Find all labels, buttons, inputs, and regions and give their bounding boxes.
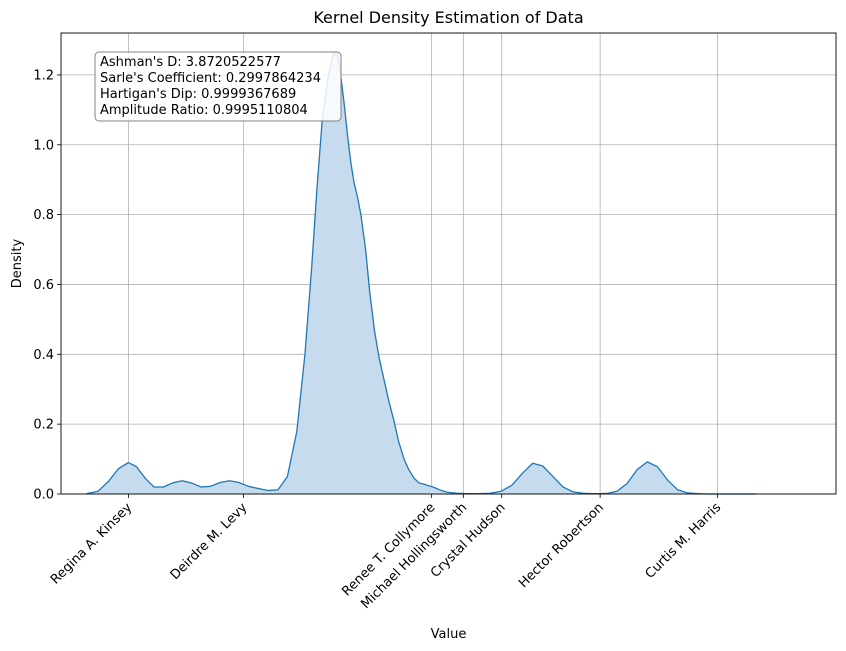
plot-frame (60, 32, 837, 495)
chart-title: Kernel Density Estimation of Data (313, 8, 583, 27)
y-tick-label: 0.0 (33, 488, 54, 503)
x-axis-label: Value (431, 627, 467, 642)
stats-line: Amplitude Ratio: 0.9995110804 (100, 103, 308, 118)
x-axis-ticks: Regina A. Kinsey Deirdre M. Levy Renee T. … (48, 494, 724, 612)
y-tick-label: 1.0 (33, 138, 54, 153)
x-tick-label: Deirdre M. Levy (168, 500, 251, 583)
stats-line: Ashman's D: 3.8720522577 (100, 55, 281, 70)
y-axis-ticks: 0.0 0.2 0.4 0.6 0.8 1.0 1.2 (33, 68, 61, 503)
stats-line: Sarle's Coefficient: 0.2997864234 (100, 71, 321, 86)
grid-lines (61, 33, 836, 495)
x-tick-label: Hector Robertson (516, 500, 607, 591)
x-tick-label: Curtis M. Harris (643, 500, 725, 582)
density-line (86, 53, 757, 495)
stats-line: Hartigan's Dip: 0.9999367689 (100, 87, 296, 102)
axes-border (60, 32, 837, 495)
density-curve (86, 53, 757, 495)
y-tick-label: 0.4 (33, 348, 54, 363)
y-tick-label: 0.6 (33, 278, 54, 293)
x-tick-label: Regina A. Kinsey (48, 500, 135, 587)
y-tick-label: 1.2 (33, 68, 54, 83)
stats-box-frame (94, 51, 342, 122)
y-tick-label: 0.2 (33, 418, 54, 433)
y-axis-label: Density (10, 238, 25, 288)
y-tick-label: 0.8 (33, 208, 54, 223)
